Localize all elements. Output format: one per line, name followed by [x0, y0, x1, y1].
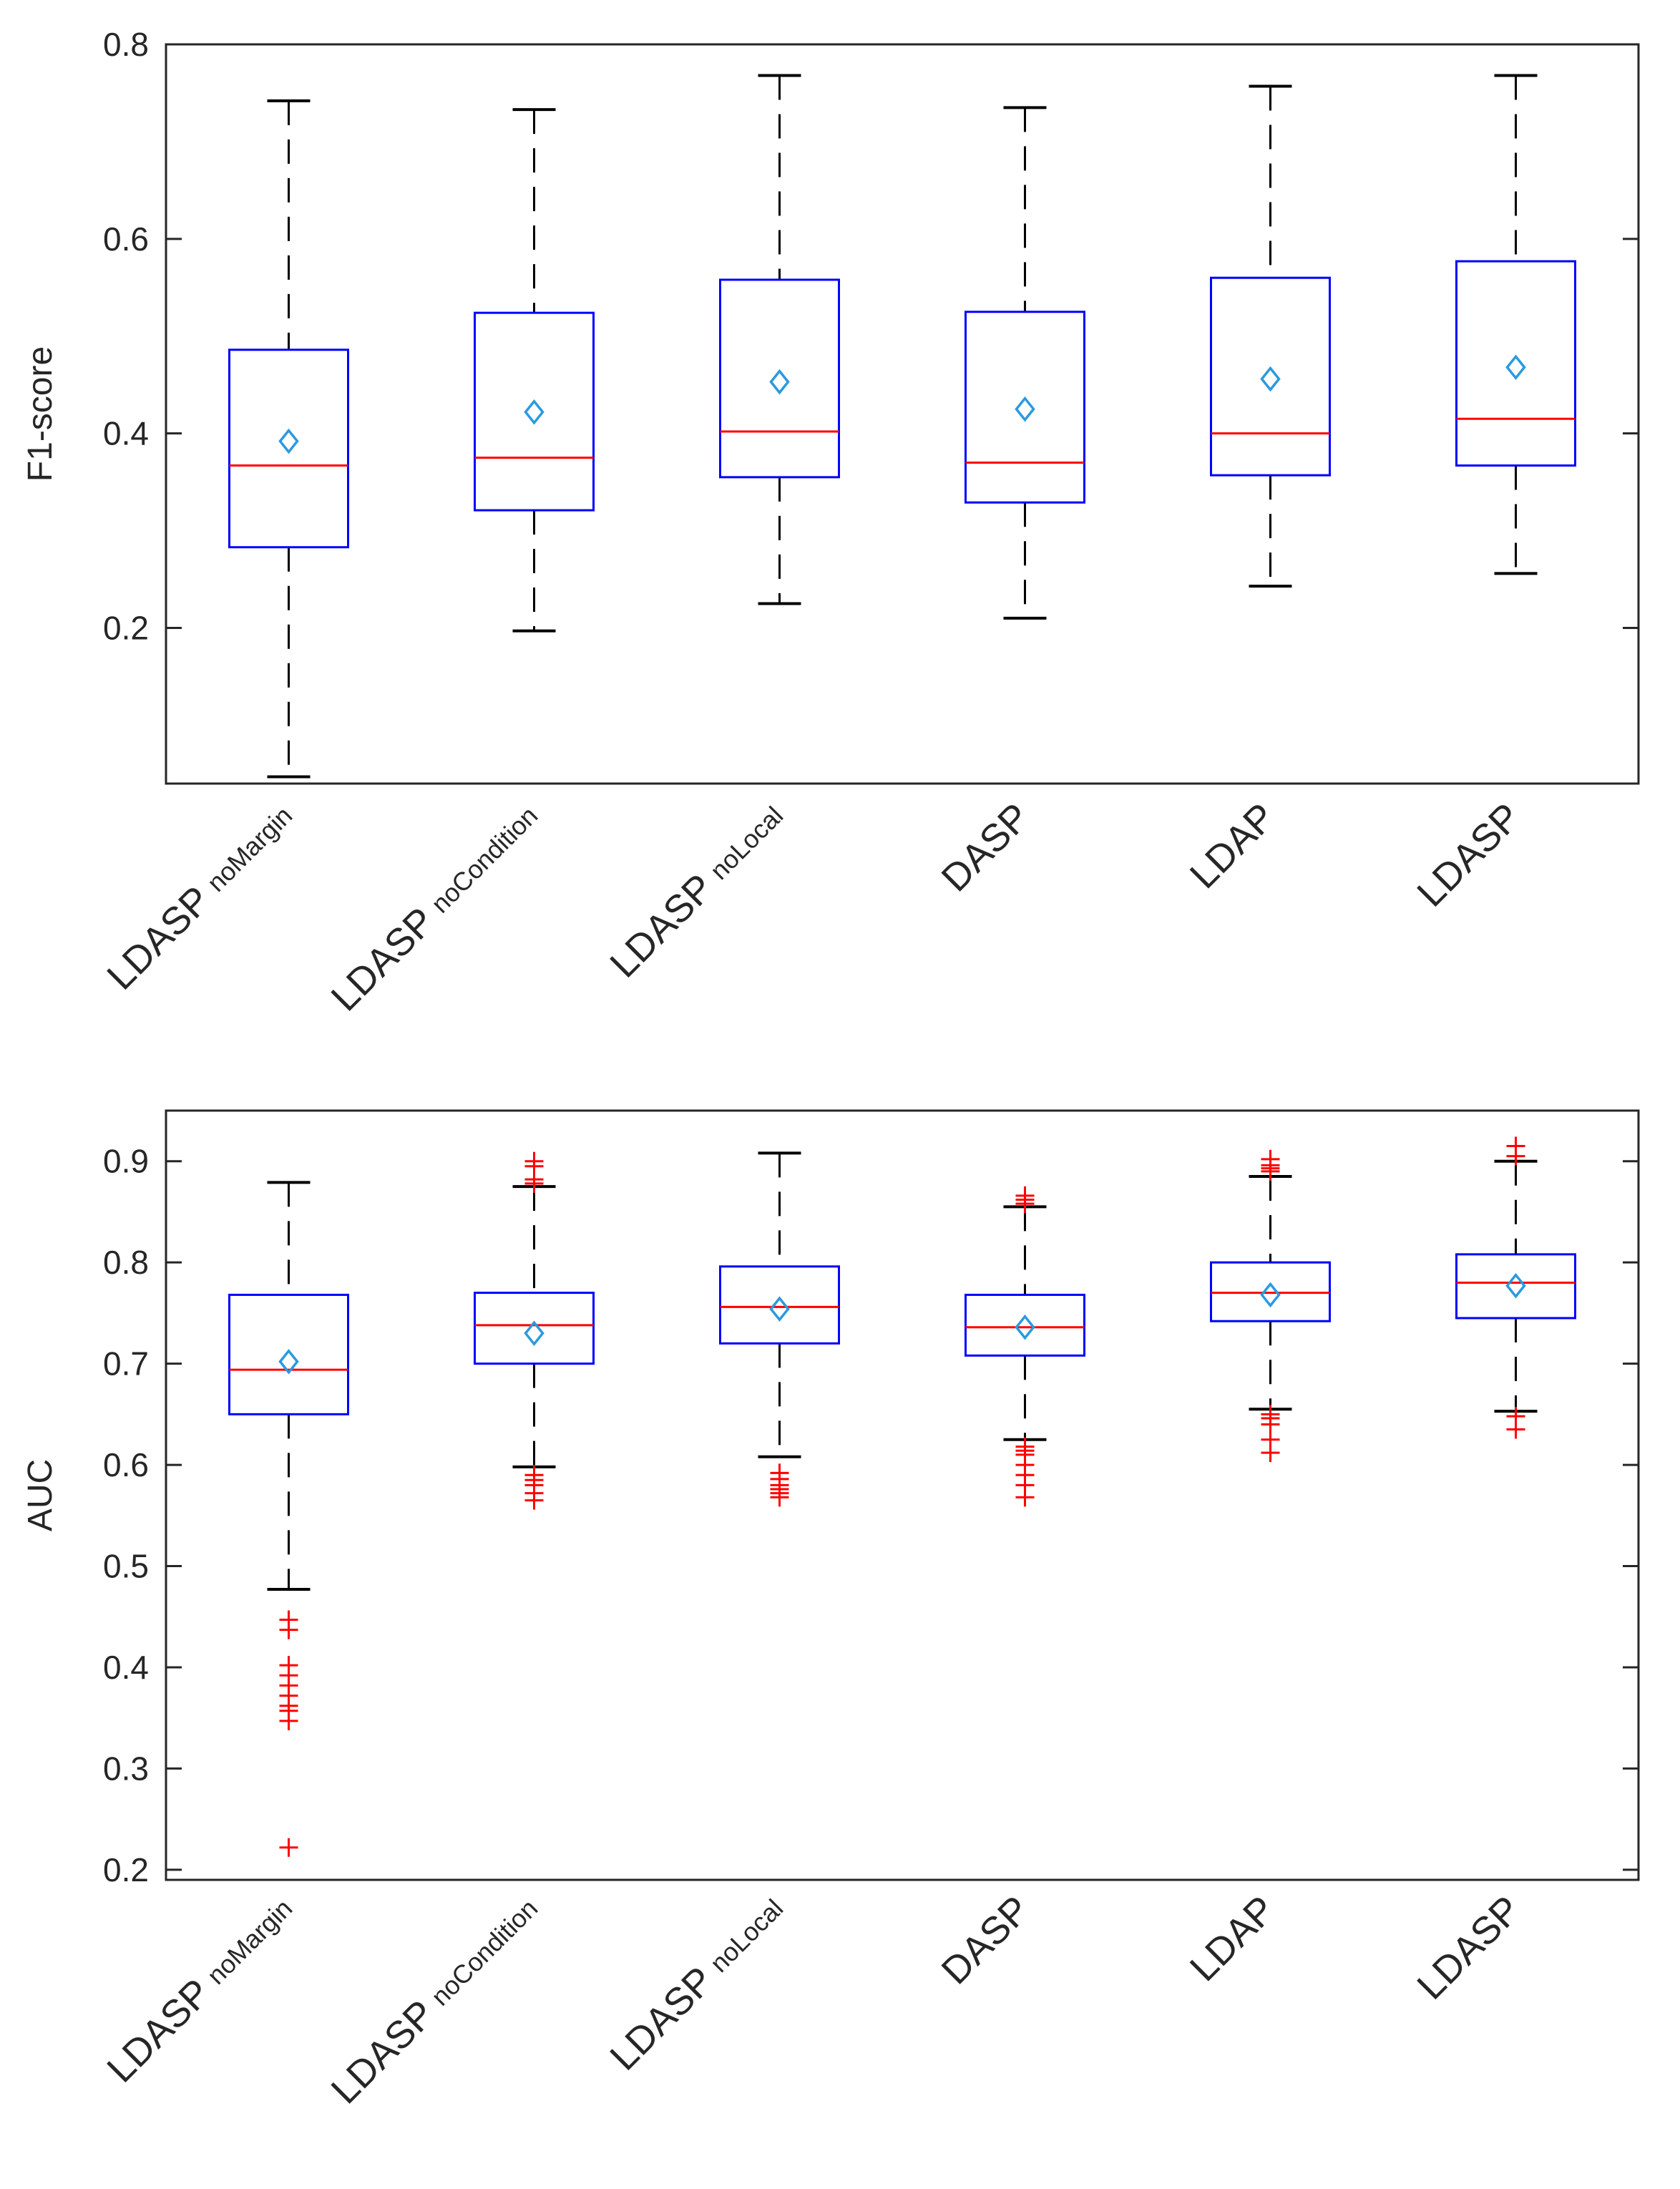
- outlier-marker: [279, 1711, 298, 1730]
- y-tick-label: 0.4: [103, 415, 149, 452]
- outlier-marker: [1506, 1146, 1525, 1166]
- box-4: [964, 1186, 1085, 1507]
- outlier-marker: [524, 1174, 544, 1193]
- mean-marker: [769, 1296, 790, 1322]
- box-2: [474, 1151, 595, 1510]
- box-5: [1210, 1149, 1331, 1463]
- box-4: [964, 106, 1085, 620]
- box-iqr: [719, 278, 840, 479]
- box-iqr: [964, 311, 1085, 504]
- y-tick-label: 0.2: [103, 610, 149, 647]
- mean-marker: [524, 399, 544, 425]
- box-iqr: [474, 1292, 595, 1365]
- box-1: [228, 99, 349, 779]
- y-tick-label: 0.2: [103, 1851, 149, 1888]
- box-6: [1455, 74, 1576, 575]
- mean-marker: [1505, 1272, 1526, 1299]
- outlier-marker: [279, 1620, 298, 1639]
- box-iqr: [964, 1293, 1085, 1357]
- box-iqr: [1455, 1253, 1576, 1320]
- box-iqr: [1210, 276, 1331, 477]
- mean-marker: [278, 1348, 299, 1375]
- box-iqr: [474, 311, 595, 512]
- box-3: [719, 74, 840, 605]
- y-tick-label: 0.6: [103, 1446, 149, 1483]
- outlier-marker: [1015, 1194, 1035, 1214]
- y-axis-label: F1-score: [21, 346, 59, 482]
- y-tick-label: 0.6: [103, 220, 149, 258]
- outlier-marker: [1015, 1488, 1035, 1507]
- mean-marker: [524, 1320, 544, 1346]
- plot-area-frame: [165, 1109, 1640, 1881]
- y-tick-label: 0.3: [103, 1750, 149, 1787]
- mean-marker: [1260, 1282, 1281, 1308]
- mean-marker: [1505, 354, 1526, 381]
- outlier-marker: [524, 1491, 544, 1510]
- y-tick-label: 0.8: [103, 1244, 149, 1281]
- box-2: [474, 108, 595, 633]
- box-1: [228, 1181, 349, 1857]
- mean-marker: [1015, 396, 1035, 422]
- outlier-marker: [1506, 1420, 1525, 1439]
- plot-area-frame: [165, 43, 1640, 785]
- y-axis-label: AUC: [21, 1459, 59, 1531]
- outlier-marker: [1261, 1443, 1280, 1463]
- box-iqr: [1455, 260, 1576, 467]
- box-6: [1455, 1136, 1576, 1439]
- mean-marker: [1260, 366, 1281, 392]
- box-iqr: [228, 1293, 349, 1415]
- box-iqr: [719, 1265, 840, 1345]
- y-tick-label: 0.9: [103, 1143, 149, 1180]
- y-tick-label: 0.4: [103, 1649, 149, 1686]
- outlier-marker: [770, 1488, 789, 1507]
- mean-marker: [278, 428, 299, 454]
- outlier-marker: [279, 1838, 298, 1857]
- y-tick-label: 0.8: [103, 26, 149, 63]
- box-3: [719, 1151, 840, 1507]
- y-tick-label: 0.5: [103, 1548, 149, 1585]
- mean-marker: [1015, 1314, 1035, 1340]
- box-iqr: [228, 348, 349, 549]
- y-tick-label: 0.7: [103, 1345, 149, 1383]
- box-5: [1210, 84, 1331, 588]
- outlier-marker: [1261, 1161, 1280, 1181]
- mean-marker: [769, 369, 790, 395]
